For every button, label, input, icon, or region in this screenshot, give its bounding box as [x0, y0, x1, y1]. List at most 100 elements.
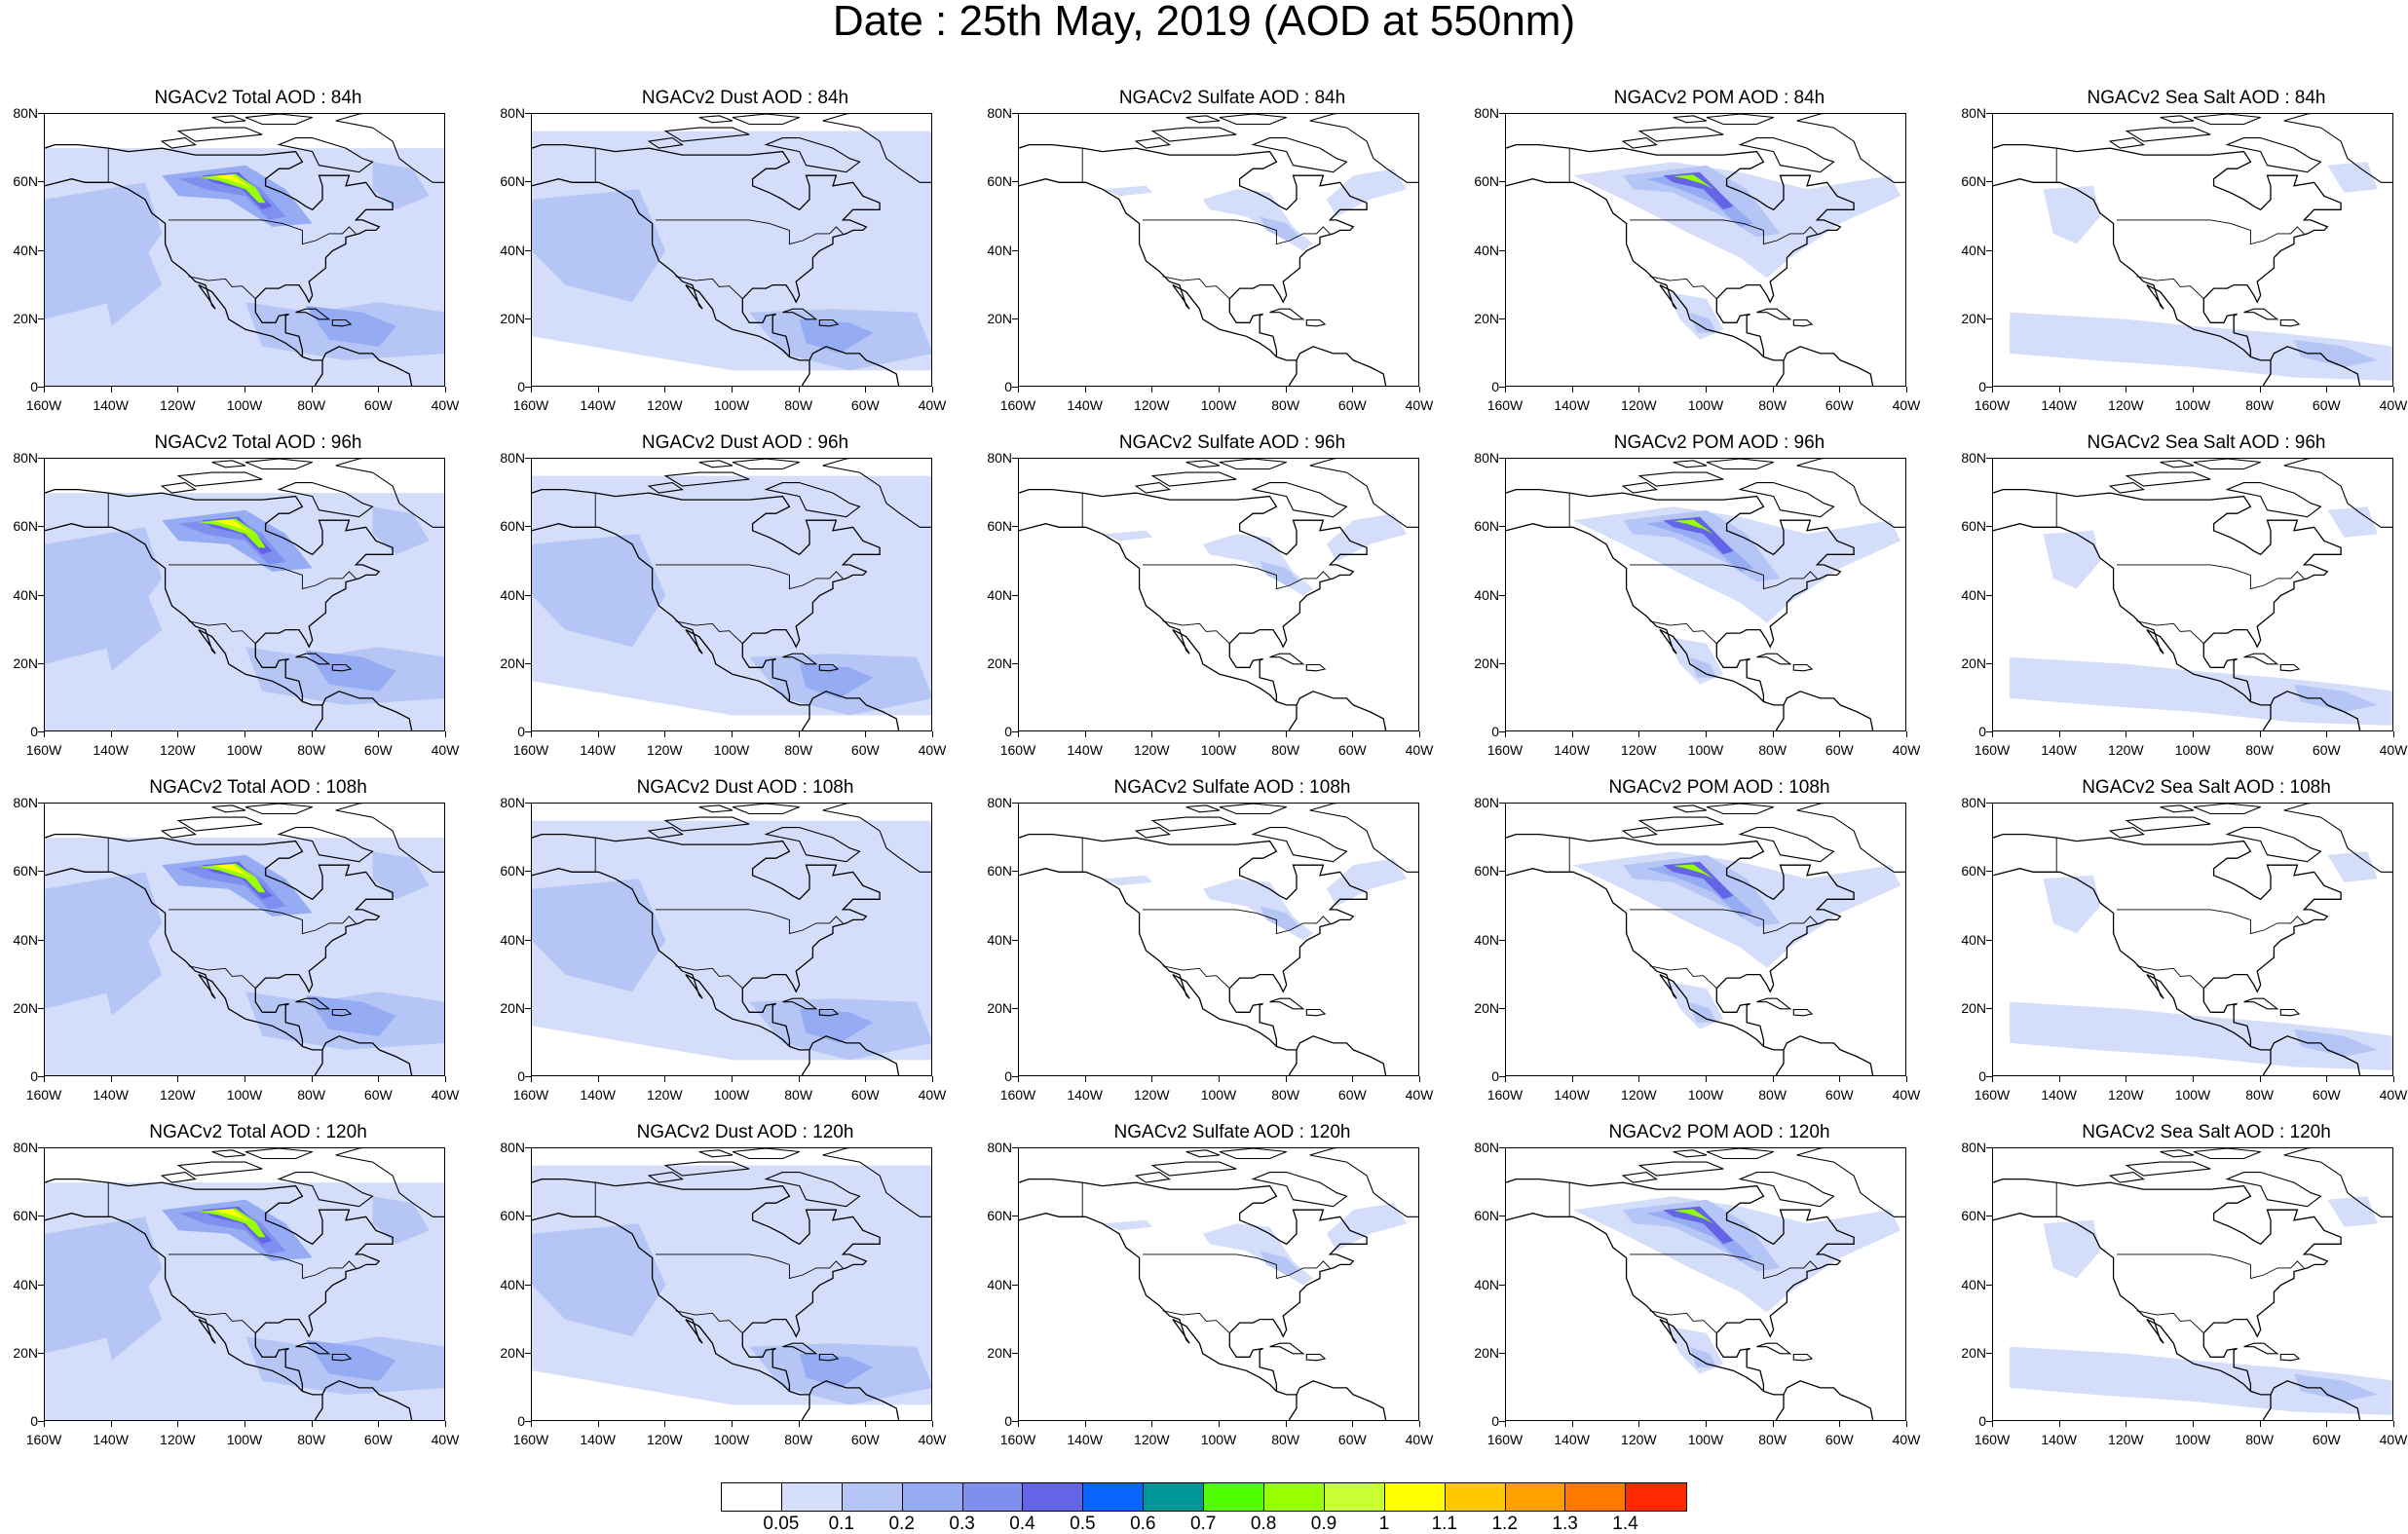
panel-title: NGACv2 POM AOD : 108h [1608, 777, 1830, 798]
x-tick-label: 140W [580, 1432, 616, 1447]
x-tick-label: 80W [2245, 397, 2275, 413]
aod-shading [1260, 906, 1300, 930]
x-tick-label: 160W [1974, 742, 2011, 758]
x-tick-label: 160W [1974, 1087, 2011, 1103]
island-outline [1251, 1172, 1348, 1208]
x-tick [2326, 1421, 2328, 1427]
x-tick [445, 1076, 446, 1082]
aod-shading [1673, 1209, 1713, 1224]
map-plot-area [44, 458, 445, 731]
island-outline [1637, 1161, 1724, 1177]
island-outline [1185, 460, 1221, 468]
aod-shading [372, 1196, 430, 1245]
map-panel-total: NGACv2 Total AOD : 84h 80N 60N 40N 20N 0 160W 1… [4, 88, 491, 435]
x-tick-label: 140W [1067, 1432, 1103, 1447]
aod-shading [1102, 185, 1153, 197]
x-tick [2259, 731, 2261, 737]
colorbar-swatch [1445, 1483, 1506, 1511]
y-tick [1012, 871, 1018, 873]
y-tick [38, 1421, 44, 1422]
y-tick-label: 80N [987, 105, 1012, 121]
y-tick-label: 60N [987, 863, 1012, 879]
island-outline [822, 459, 931, 528]
y-tick [525, 1007, 531, 1009]
national-border [656, 909, 844, 935]
x-tick-label: 60W [2312, 742, 2341, 758]
x-tick-label: 80W [784, 1432, 813, 1447]
x-tick-label: 160W [512, 397, 549, 413]
island-outline [2243, 1342, 2279, 1355]
x-tick-label: 60W [1337, 1087, 1367, 1103]
panel-title: NGACv2 Total AOD : 96h [154, 432, 362, 453]
island-outline [1309, 1148, 1418, 1217]
colorbar-swatch [842, 1483, 903, 1511]
panel-title: NGACv2 Sea Salt AOD : 84h [2087, 88, 2326, 108]
y-tick [1012, 662, 1018, 664]
island-outline [2108, 1172, 2145, 1183]
x-tick-label: 60W [1337, 397, 1367, 413]
coastline [532, 868, 810, 1075]
island-outline [698, 460, 734, 468]
x-tick-label: 160W [999, 1432, 1036, 1447]
x-tick-label: 120W [1621, 1087, 1657, 1103]
x-tick-label: 140W [580, 742, 616, 758]
national-border [1630, 564, 1818, 590]
x-tick [1571, 1076, 1573, 1082]
coastline [809, 346, 900, 386]
map-panel-seasalt: NGACv2 Sea Salt AOD : 84h 80N 60N 40N 20N 0 16… [1952, 88, 2408, 435]
x-tick [865, 387, 867, 393]
x-tick-label: 60W [2312, 397, 2341, 413]
x-tick [1706, 1421, 1707, 1427]
x-tick [110, 387, 112, 393]
colorbar-label: 0.7 [1189, 1514, 1217, 1534]
x-tick-label: 100W [1687, 1432, 1724, 1447]
island-outline [2125, 127, 2211, 142]
x-tick [1992, 731, 1993, 737]
x-tick-label: 120W [2108, 1087, 2144, 1103]
x-tick-label: 120W [647, 1087, 683, 1103]
island-outline [1621, 482, 1658, 494]
island-outline [1621, 137, 1658, 149]
aod-shading [1689, 656, 1717, 678]
y-tick-label: 60N [500, 518, 525, 535]
aod-map [532, 459, 931, 730]
aod-map [1993, 114, 2392, 386]
x-tick [1638, 387, 1640, 393]
national-border [675, 276, 743, 300]
y-tick-label: 40N [987, 586, 1012, 603]
y-tick [525, 1284, 531, 1286]
island-outline [1637, 471, 1724, 487]
x-tick [2326, 1076, 2328, 1082]
aod-shading [2043, 875, 2100, 934]
x-tick-label: 100W [226, 1087, 263, 1103]
aod-shading [372, 851, 430, 900]
island-outline [2279, 318, 2301, 327]
x-tick [664, 1076, 666, 1082]
aod-shading [305, 650, 396, 692]
island-outline [1309, 459, 1418, 528]
x-tick [664, 387, 666, 393]
aod-shading [532, 879, 666, 992]
x-tick-label: 40W [2379, 1087, 2408, 1103]
y-tick [38, 731, 44, 732]
island-outline [211, 1149, 246, 1158]
national-border [188, 620, 256, 645]
island-outline [1134, 827, 1171, 839]
x-tick [1772, 731, 1774, 737]
y-tick-label: 20N [1961, 1344, 1986, 1361]
x-tick-label: 100W [1687, 1087, 1724, 1103]
y-tick [1012, 1147, 1018, 1148]
y-tick-label: 60N [987, 173, 1012, 190]
coastline [532, 833, 881, 1047]
x-tick [1219, 731, 1220, 737]
island-outline [822, 804, 931, 873]
y-tick-label: 0 [1978, 724, 1986, 739]
aod-shading [532, 189, 666, 303]
x-tick-label: 140W [93, 1087, 129, 1103]
x-tick [2058, 387, 2060, 393]
y-tick-label: 20N [500, 655, 525, 671]
x-tick [110, 1076, 112, 1082]
aod-map [532, 804, 931, 1075]
aod-shading [211, 864, 252, 879]
map-plot-area [44, 1147, 445, 1421]
